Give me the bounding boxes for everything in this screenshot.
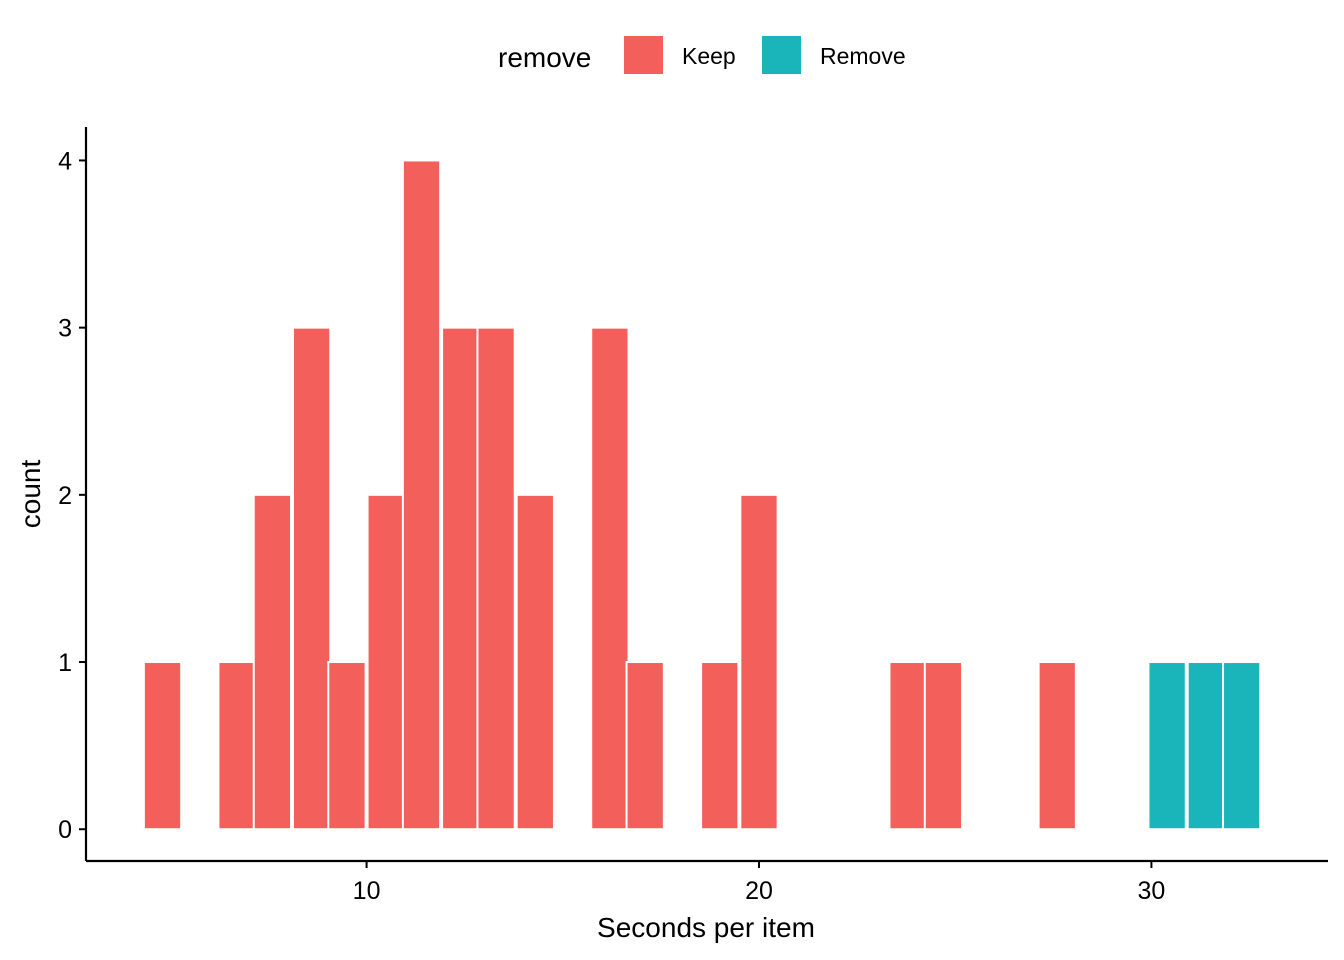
x-tick-label: 30: [1138, 877, 1166, 905]
y-tick-label: 4: [58, 147, 72, 175]
bar-keep: [292, 326, 332, 831]
legend-key-keep: [624, 36, 663, 74]
legend-label-keep: Keep: [682, 43, 736, 69]
bar-keep: [142, 661, 183, 831]
legend-label-remove: Remove: [820, 43, 906, 69]
bar-keep: [700, 661, 740, 831]
legend-title: remove: [498, 42, 591, 73]
bar-keep: [1037, 661, 1077, 831]
bar-keep: [739, 493, 779, 831]
bar-remove: [1186, 661, 1226, 831]
bar-remove: [1147, 661, 1187, 831]
bar-keep: [590, 326, 630, 831]
bar-keep: [327, 661, 367, 831]
x-axis-title: Seconds per item: [597, 912, 815, 943]
y-tick-label: 2: [58, 482, 72, 510]
legend-key-remove: [762, 36, 801, 74]
y-axis-title: count: [15, 460, 46, 529]
bar-keep: [476, 326, 516, 831]
bar-keep: [515, 493, 555, 831]
y-tick-label: 1: [58, 649, 72, 677]
bar-keep: [888, 661, 928, 831]
bar-remove: [1222, 661, 1262, 831]
bar-keep: [401, 159, 442, 831]
bar-keep: [625, 661, 665, 831]
bar-keep: [366, 493, 406, 831]
bar-keep: [217, 661, 257, 831]
bar-keep: [252, 493, 293, 831]
bars-group: [142, 159, 1262, 831]
axes-group: 0 1 2 3 4 10 20 30: [58, 127, 1328, 905]
bar-keep: [441, 326, 481, 831]
y-tick-label: 0: [58, 816, 72, 844]
bar-keep: [923, 661, 964, 831]
legend: remove Keep Remove: [498, 36, 906, 74]
x-tick-label: 20: [745, 877, 773, 905]
y-tick-label: 3: [58, 315, 72, 343]
x-tick-label: 10: [353, 877, 381, 905]
